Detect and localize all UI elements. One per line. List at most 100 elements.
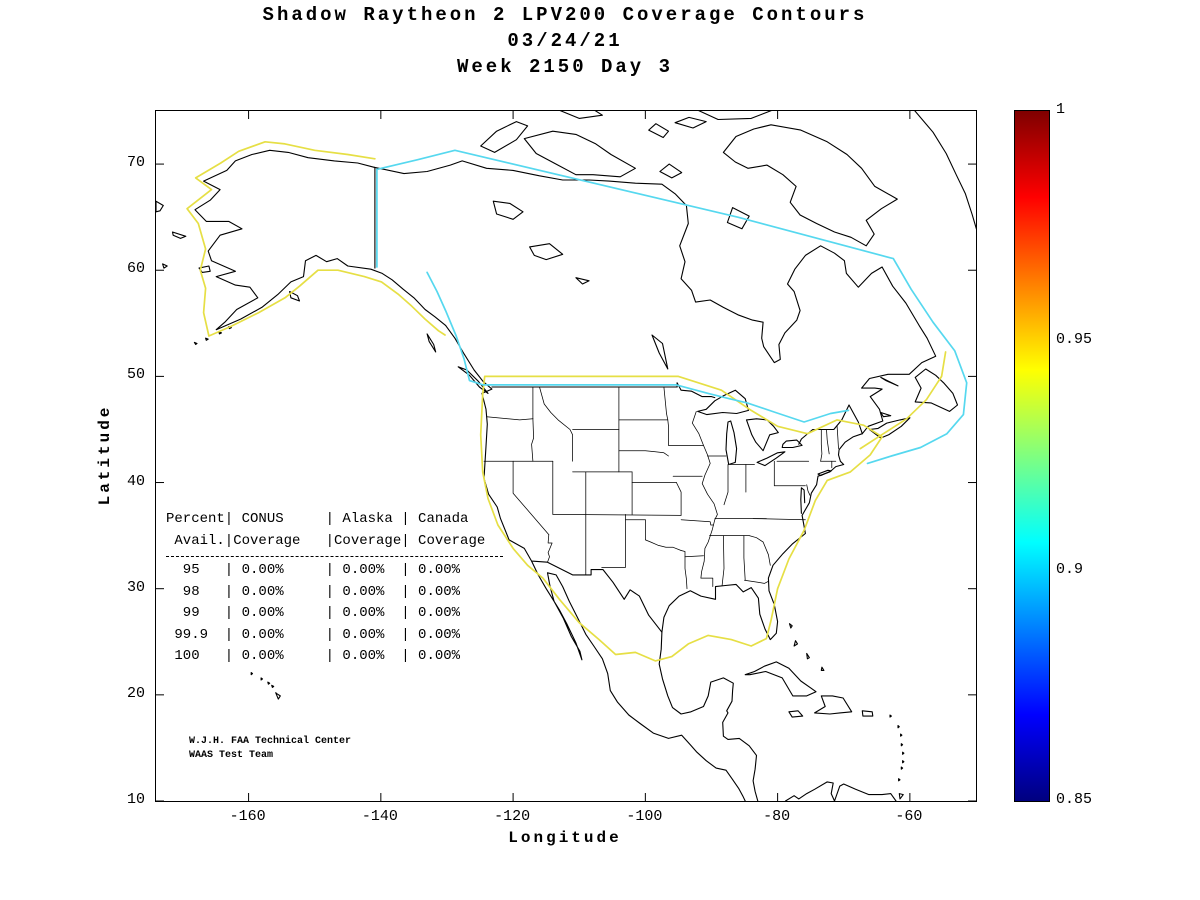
state-border-line: [676, 482, 682, 516]
state-border-line: [748, 535, 771, 566]
credit-line-1: W.J.H. FAA Technical Center: [189, 736, 352, 747]
colorbar-tick-label: 0.95: [1056, 331, 1093, 348]
coastline-hawaii-big-island: [275, 692, 281, 700]
coastline-lake-huron: [745, 418, 779, 452]
coastline-baffin-island: [722, 124, 898, 247]
coastline-st-matthew-island: [162, 263, 168, 269]
coastline-alaska: [194, 149, 447, 331]
coastline-mexico-caribbean: [658, 631, 759, 801]
state-border-line: [744, 579, 769, 584]
state-border-line: [547, 534, 553, 563]
coastline-king-william-island: [659, 163, 683, 179]
coastline-somerset-island: [674, 116, 707, 129]
coastline-lake-winnipeg: [651, 334, 669, 370]
coastline-haida-gwaii: [426, 333, 437, 353]
colorbar-tick-label: 1: [1056, 101, 1066, 118]
coastline-great-bear-lake: [492, 200, 524, 220]
state-border-line: [680, 550, 688, 590]
coastline-south-america-coast: [784, 781, 897, 801]
chart-title: Shadow Raytheon 2 LPV200 Coverage Contou…: [262, 4, 868, 26]
state-border-line: [752, 518, 806, 521]
coastline-antilles-island: [900, 733, 903, 737]
coastline-antilles-island: [900, 766, 904, 770]
coastline-lake-michigan: [725, 420, 738, 466]
coastline-antilles-island: [897, 725, 900, 729]
coastline-newfoundland: [914, 368, 959, 412]
map-plot: Percent| CONUS | Alaska | Canada Avail.|…: [155, 110, 977, 802]
x-tick-label: -140: [361, 808, 398, 825]
coastline-aleutian-island: [193, 341, 198, 346]
coastline-chukotka-tip: [156, 200, 164, 213]
coastline-greenland: [914, 111, 976, 230]
credit-block: W.J.H. FAA Technical Center WAAS Test Te…: [189, 735, 351, 763]
y-axis-label: Latitude: [96, 404, 114, 506]
state-border-line: [820, 429, 823, 462]
coastline-lake-ontario: [781, 439, 803, 449]
coverage-contour-0.95: [479, 375, 883, 662]
y-tick-label: 60: [126, 260, 145, 278]
coastline-prince-edward-island: [880, 411, 892, 418]
coverage-contour-0.95: [186, 140, 446, 337]
coastline-hawaii-island: [267, 681, 271, 685]
coastline-bc-coast: [445, 324, 493, 394]
state-border-line: [691, 411, 718, 579]
coastline-antilles-island: [902, 760, 905, 764]
availability-table-header: Percent| CONUS | Alaska | Canada Avail.|…: [166, 511, 486, 549]
coastline-cuba: [744, 661, 817, 697]
coastline-hawaii-island: [260, 677, 264, 681]
y-tick-label: 50: [126, 366, 145, 384]
map-canvas: [156, 111, 976, 801]
coastline-lake-superior: [697, 389, 750, 416]
coastline-st-lawrence-island: [171, 231, 187, 239]
state-border-line: [700, 577, 714, 587]
coverage-contour-0.9: [376, 149, 968, 465]
state-border-line: [645, 519, 682, 551]
credit-line-2: WAAS Test Team: [189, 750, 274, 761]
state-border-line: [618, 450, 669, 457]
x-axis-label: Longitude: [508, 829, 622, 847]
coastline-prince-of-wales-island: [648, 123, 670, 139]
coastline-conus-coast: [481, 392, 863, 641]
table-divider: [166, 556, 503, 557]
coastline-nova-scotia: [868, 417, 911, 439]
state-border-line: [684, 555, 704, 558]
availability-table-rows: 95 | 0.00% | 0.00% | 0.00% 98 | 0.00% | …: [174, 562, 461, 664]
y-tick-label: 10: [126, 791, 145, 808]
state-border-line: [721, 535, 725, 586]
coastline-long-island: [817, 469, 832, 477]
coastline-hispaniola: [814, 695, 853, 715]
coastline-lake-erie: [756, 451, 786, 467]
chart-date: 03/24/21: [507, 30, 623, 52]
state-border-line: [836, 425, 839, 449]
coastline-jamaica: [788, 710, 804, 718]
coastline-anticosti: [880, 376, 899, 387]
availability-table: Percent| CONUS | Alaska | Canada Avail.|…: [166, 509, 503, 668]
x-tick-label: -60: [895, 808, 923, 825]
coastline-us-canada-east-border: [798, 404, 863, 445]
coastline-aleutian-island: [218, 331, 223, 335]
state-border-line: [806, 484, 811, 496]
chart-week-day: Week 2150 Day 3: [456, 56, 674, 78]
state-border-line: [486, 416, 534, 421]
coastline-puerto-rico: [861, 710, 874, 717]
coastline-chesapeake-bay: [800, 487, 806, 514]
state-border-line: [663, 386, 669, 446]
colorbar-gradient: [1015, 111, 1049, 801]
coastline-hawaii-island: [271, 684, 275, 688]
state-border-line: [539, 386, 573, 462]
x-tick-label: -160: [229, 808, 266, 825]
state-border-line: [680, 519, 714, 526]
state-border-line: [826, 429, 830, 455]
coastline-aleutian-island: [205, 337, 209, 341]
coverage-contour-0.9: [426, 271, 850, 423]
state-border-line: [723, 464, 729, 506]
coastline-bahamas-island: [788, 623, 793, 629]
coastline-victoria-island: [523, 130, 636, 178]
colorbar: [1014, 110, 1050, 802]
state-border-line: [512, 460, 550, 535]
coverage-contour-0.95: [859, 351, 947, 450]
x-tick-label: -80: [763, 808, 791, 825]
coastline-trinidad: [898, 793, 904, 800]
coastline-us-canada-mn-border: [676, 382, 716, 399]
